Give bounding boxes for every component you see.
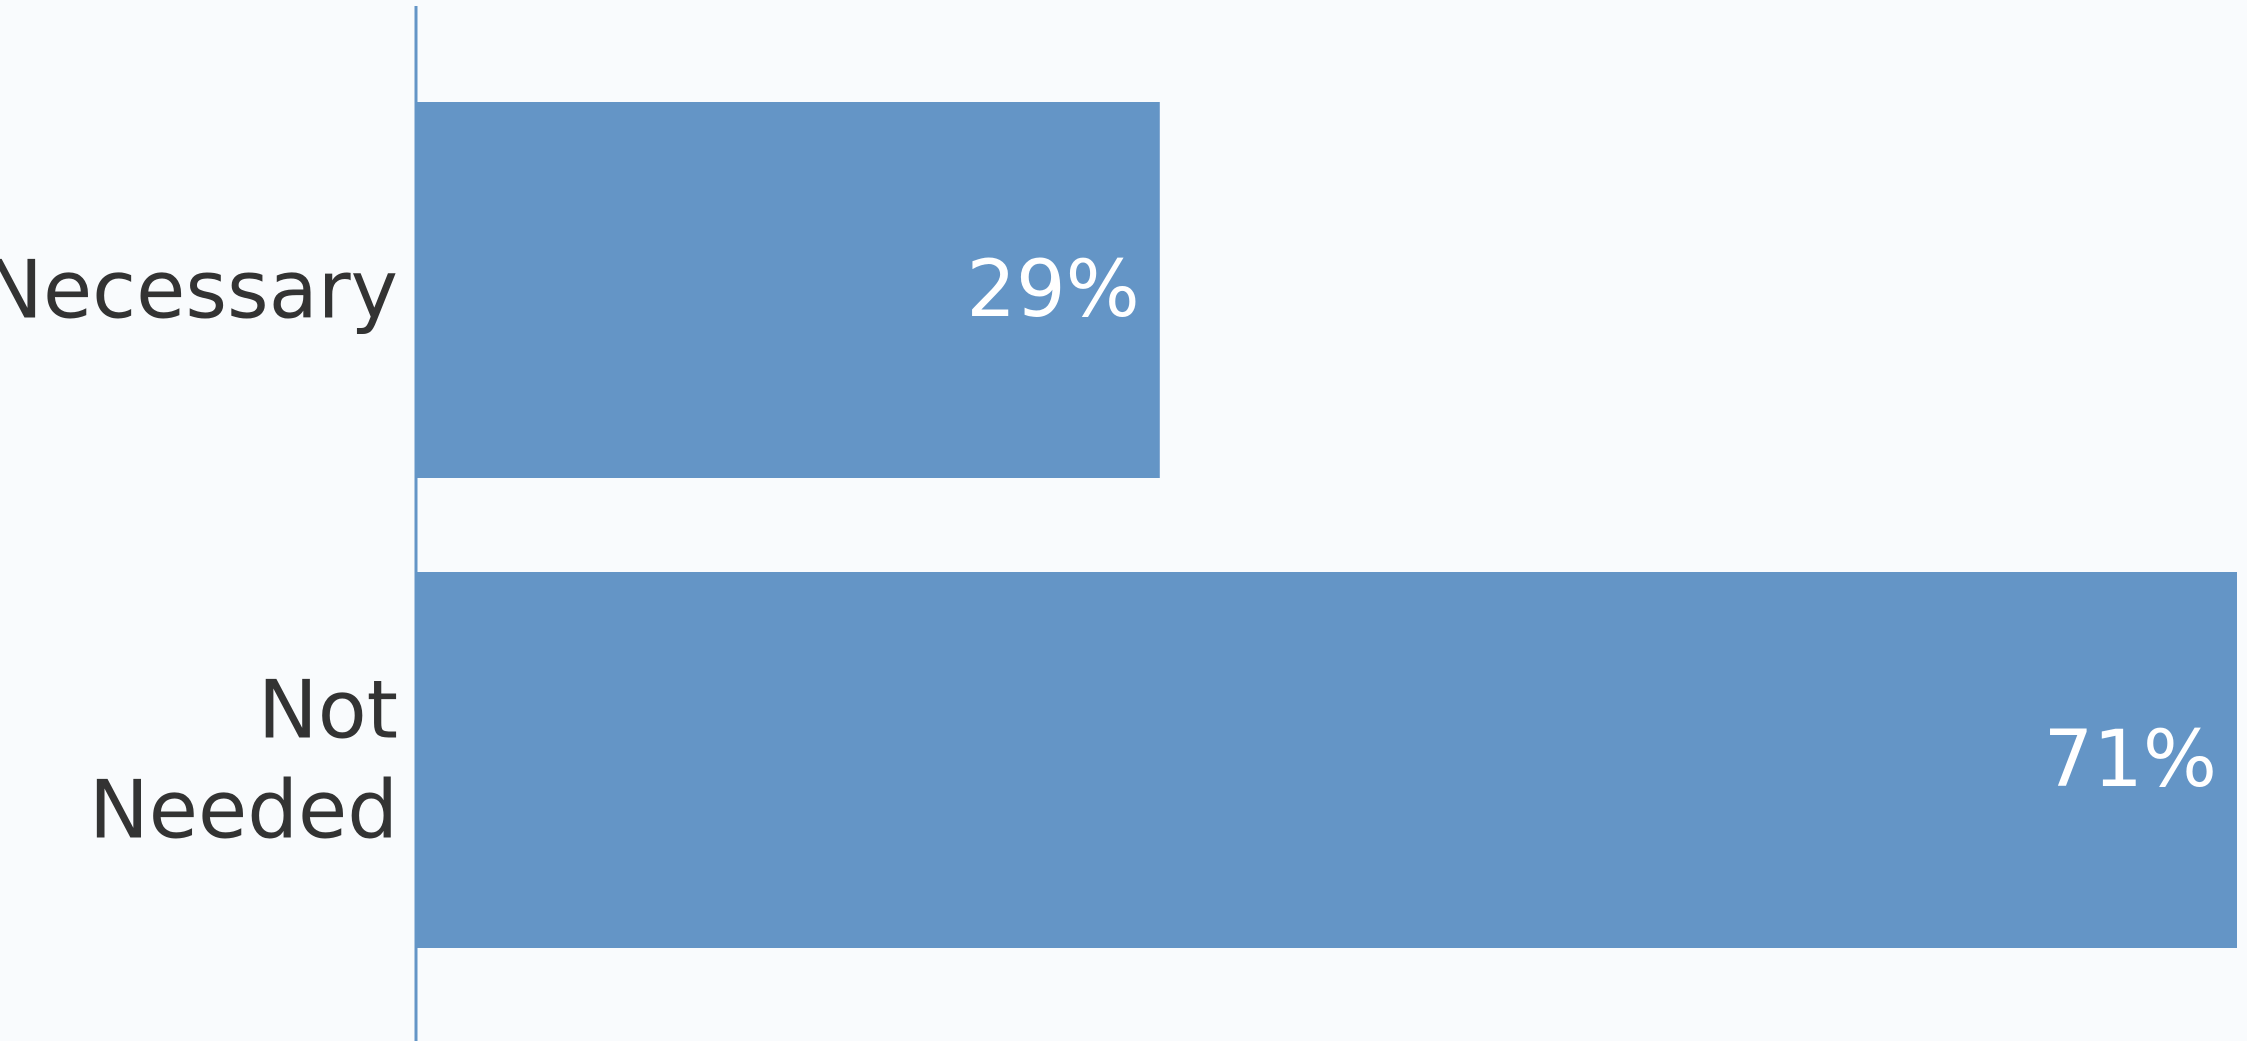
category-label-line: Necessary xyxy=(0,244,398,337)
category-label-line: Needed xyxy=(89,764,398,857)
value-label: 71% xyxy=(2044,715,2217,805)
category-labels-group: Necessary Not Needed xyxy=(0,244,398,857)
value-label: 29% xyxy=(966,245,1139,335)
category-label: Not Needed xyxy=(89,664,398,857)
category-label-line: Not xyxy=(258,664,398,757)
value-labels-group: 29% 71% xyxy=(966,245,2217,805)
bars-group xyxy=(416,102,2237,948)
bar-not-needed xyxy=(416,572,2237,948)
bar-necessary xyxy=(416,102,1160,478)
category-label: Necessary xyxy=(0,244,398,337)
